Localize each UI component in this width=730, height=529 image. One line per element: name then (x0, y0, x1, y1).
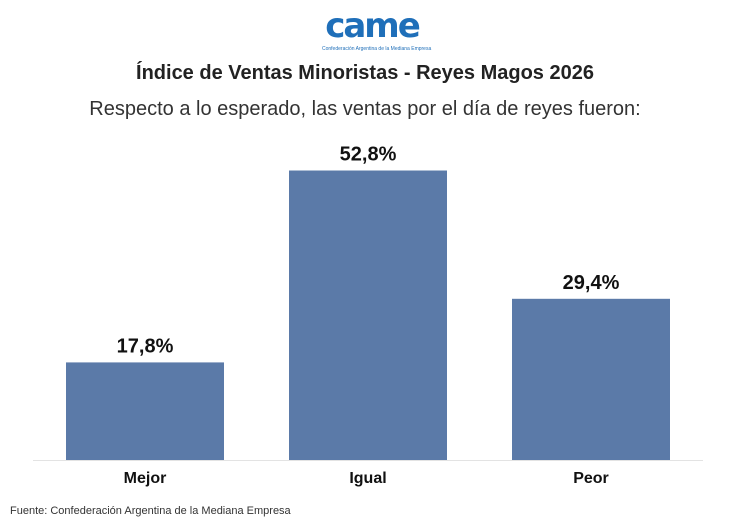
bar-mejor (66, 362, 224, 460)
bar-peor (512, 298, 670, 460)
logo-subtitle: Confederación Argentina de la Mediana Em… (322, 46, 432, 52)
data-label: 52,8% (340, 144, 397, 166)
logo-word: came (325, 6, 421, 46)
data-label: 29,4% (563, 272, 620, 294)
data-label: 17,8% (117, 335, 174, 357)
chart-title: Índice de Ventas Minoristas - Reyes Mago… (136, 62, 594, 84)
bar-igual (289, 170, 447, 460)
came-logo: came Confederación Argentina de la Media… (322, 6, 432, 58)
x-tick-label: Igual (349, 470, 386, 487)
source-note: Fuente: Confederación Argentina de la Me… (10, 505, 291, 517)
x-tick-label: Mejor (124, 470, 167, 487)
x-tick-label: Peor (573, 470, 609, 487)
chart-subtitle: Respecto a lo esperado, las ventas por e… (89, 98, 641, 120)
